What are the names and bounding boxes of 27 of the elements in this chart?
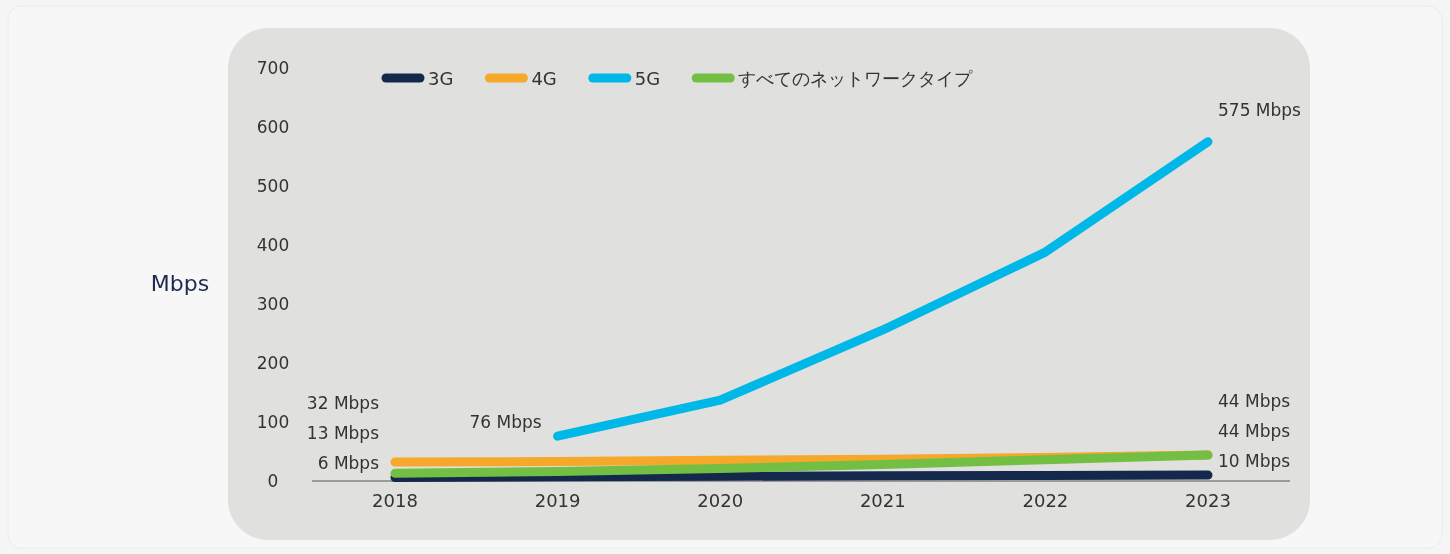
x-tick-label: 2023 <box>1185 490 1231 511</box>
y-tick-label: 300 <box>256 294 290 314</box>
data-label: 76 Mbps <box>469 412 542 433</box>
data-label: 44 Mbps <box>1218 421 1291 442</box>
data-label: 6 Mbps <box>317 453 380 474</box>
y-tick-label: 200 <box>256 353 290 373</box>
y-tick-label: 100 <box>256 412 290 432</box>
x-tick-label: 2021 <box>859 490 906 511</box>
y-axis-title: Mbps <box>150 271 210 296</box>
data-label: 575 Mbps <box>1218 99 1302 120</box>
x-tick-label: 2020 <box>697 490 744 511</box>
y-tick-label: 0 <box>267 471 279 491</box>
data-label: 13 Mbps <box>306 423 380 444</box>
x-tick-label: 2019 <box>534 490 581 511</box>
legend-label: 4G <box>531 68 557 89</box>
data-label: 44 Mbps <box>1218 391 1291 412</box>
legend-label: 3G <box>428 68 454 89</box>
y-tick-label: 700 <box>256 58 290 78</box>
x-tick-label: 2018 <box>372 490 418 511</box>
data-label: 10 Mbps <box>1218 451 1291 472</box>
y-tick-label: 500 <box>256 176 290 196</box>
legend-label: 5G <box>634 68 661 89</box>
y-tick-label: 400 <box>256 235 290 255</box>
data-label: 32 Mbps <box>306 393 380 414</box>
x-tick-label: 2022 <box>1022 490 1069 511</box>
y-tick-label: 600 <box>256 117 290 137</box>
legend-label: すべてのネットワークタイプ <box>738 68 974 89</box>
